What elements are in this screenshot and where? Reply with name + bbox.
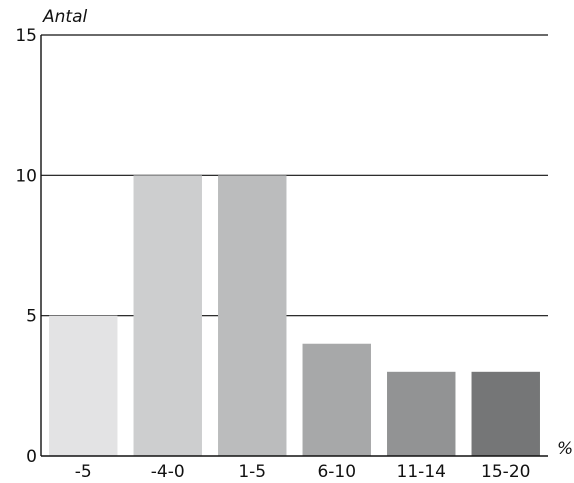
x-tick-label-15-20: 15-20 [481,462,530,482]
bar-15-20 [471,371,540,456]
y-tick-label-5: 5 [26,307,37,327]
bar--4-0 [133,175,202,457]
x-tick-label--4-0: -4-0 [151,462,185,482]
x-axis-unit-label: % [557,439,573,459]
x-tick-label-6-10: 6-10 [317,462,356,482]
bar-11-14 [387,371,456,456]
x-tick-label-11-14: 11-14 [397,462,446,482]
bar-1-5 [218,175,287,457]
bars [49,175,540,457]
y-tick-label-10: 10 [15,166,37,186]
bar--5 [49,315,118,456]
y-axis-label: Antal [42,7,87,27]
gridlines [41,34,548,317]
y-tick-labels: 0 5 10 15 [15,26,37,467]
y-tick-label-15: 15 [15,26,37,46]
x-tick-labels: -5 -4-0 1-5 6-10 11-14 15-20 [75,462,531,482]
x-tick-label--5: -5 [75,462,92,482]
x-tick-label-1-5: 1-5 [238,462,266,482]
axes [40,35,548,457]
y-tick-label-0: 0 [26,447,37,467]
bar-6-10 [302,343,371,456]
